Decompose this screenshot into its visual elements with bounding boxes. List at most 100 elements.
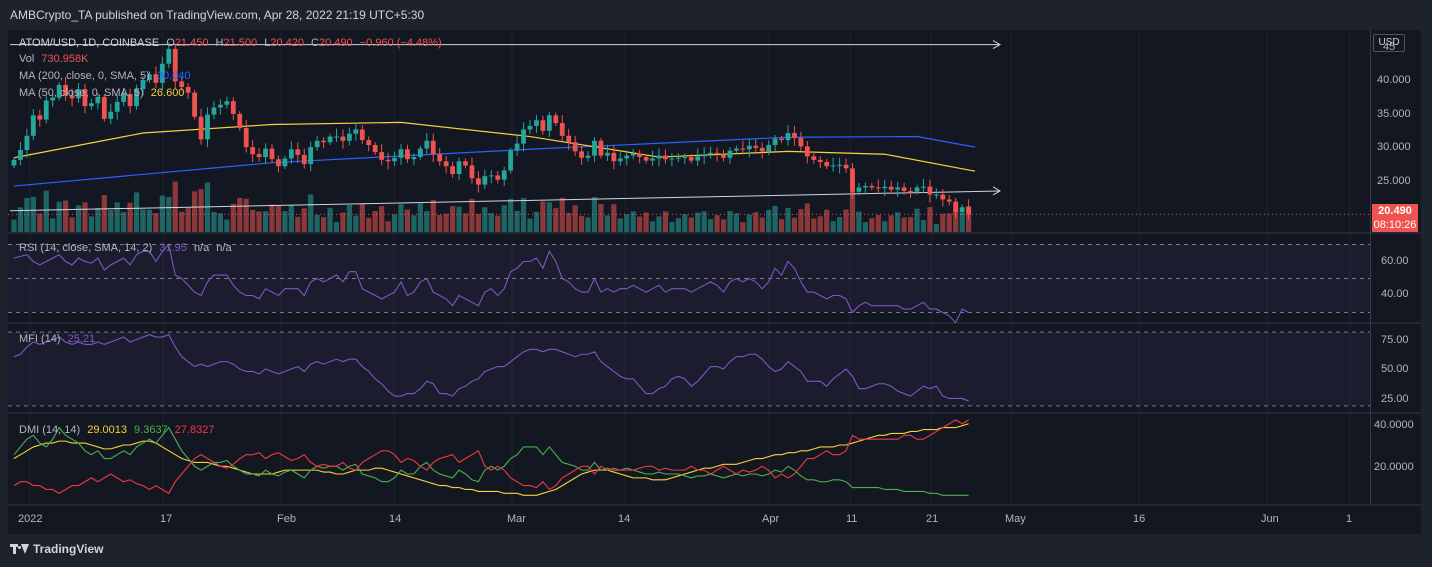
resistance-arrow-icon bbox=[992, 40, 1002, 50]
candle-body bbox=[843, 164, 849, 169]
volume-bar bbox=[37, 213, 43, 232]
candle-body bbox=[243, 128, 249, 148]
candle-body bbox=[89, 103, 94, 107]
volume-bar bbox=[450, 206, 456, 232]
volume-bar bbox=[688, 217, 694, 232]
volume-bar bbox=[643, 212, 649, 232]
mfi-line bbox=[13, 333, 969, 402]
candle-body bbox=[43, 100, 49, 120]
ohlc-open: O21.450 bbox=[166, 37, 209, 49]
candle-body bbox=[147, 74, 152, 80]
volume-bar bbox=[140, 209, 146, 232]
candle-body bbox=[411, 157, 417, 160]
volume-bar bbox=[243, 198, 249, 232]
volume-bar bbox=[649, 221, 656, 232]
volume-bar bbox=[798, 209, 804, 232]
ma200-line bbox=[13, 135, 976, 187]
volume-bar bbox=[914, 208, 920, 232]
volume-bar bbox=[250, 210, 256, 232]
candle-body bbox=[501, 170, 507, 180]
candle-body bbox=[650, 158, 655, 161]
candle-body bbox=[798, 137, 804, 147]
volume-bar bbox=[843, 209, 849, 232]
candle-body bbox=[56, 84, 62, 98]
volume-bar bbox=[527, 218, 533, 232]
dmi-label: DMI (14, 14) bbox=[19, 424, 81, 436]
candle-body bbox=[63, 84, 68, 96]
volume-value: 730.958K bbox=[41, 53, 89, 65]
candle-body bbox=[579, 151, 584, 158]
candle-body bbox=[611, 152, 617, 162]
candle-body bbox=[11, 159, 17, 166]
dmi-plus-line bbox=[13, 426, 969, 496]
volume-bar bbox=[837, 217, 843, 232]
candle-body bbox=[218, 104, 223, 108]
candle-body bbox=[392, 157, 397, 162]
mfi-band bbox=[8, 332, 1370, 406]
candle-body bbox=[198, 116, 204, 140]
candle-body bbox=[740, 148, 746, 150]
candle-body bbox=[334, 136, 339, 138]
volume-bar bbox=[759, 217, 765, 232]
candle-body bbox=[940, 194, 946, 200]
volume-bar bbox=[308, 194, 314, 232]
volume-bar bbox=[404, 209, 411, 232]
rsi-value: 31.95 bbox=[159, 242, 187, 254]
ma50-legend: MA (50, close, 0, SMA, 5) 26.600 bbox=[19, 87, 188, 99]
volume-bar bbox=[637, 216, 643, 232]
currency-button[interactable]: USD bbox=[1373, 34, 1405, 52]
price-tick: 40.000 bbox=[1377, 74, 1411, 86]
candle-body bbox=[682, 157, 688, 159]
volume-bar bbox=[424, 211, 430, 232]
volume-bar bbox=[682, 214, 688, 232]
volume-bar bbox=[514, 211, 520, 232]
volume-bar bbox=[192, 191, 198, 232]
volume-bar bbox=[333, 222, 340, 232]
volume-bar bbox=[953, 209, 959, 232]
candle-body bbox=[508, 150, 514, 171]
candle-body bbox=[488, 175, 494, 177]
volume-bar bbox=[778, 219, 785, 232]
candle-body bbox=[405, 149, 410, 160]
time-tick: 21 bbox=[926, 513, 939, 525]
ma200-label: MA (200, close, 0, SMA, 5) bbox=[19, 70, 150, 82]
volume-bar bbox=[133, 192, 140, 232]
candle-body bbox=[108, 111, 114, 119]
ma200-value: 30.040 bbox=[156, 70, 191, 82]
candle-body bbox=[901, 187, 907, 191]
price-axis-separator bbox=[1370, 30, 1371, 504]
volume-bar bbox=[359, 203, 365, 232]
ma200-legend: MA (200, close, 0, SMA, 5) 30.040 bbox=[19, 70, 195, 82]
volume-bar bbox=[875, 215, 881, 232]
volume-bar bbox=[366, 217, 372, 232]
candle-body bbox=[811, 156, 817, 160]
volume-bar bbox=[417, 203, 423, 232]
chart-area[interactable] bbox=[8, 30, 1421, 534]
time-tick: 14 bbox=[618, 513, 631, 525]
volume-bar bbox=[656, 216, 662, 232]
candle-body bbox=[82, 89, 88, 107]
volume-bar bbox=[701, 211, 707, 232]
dmi-minus-line bbox=[13, 419, 969, 495]
volume-bar bbox=[237, 198, 243, 232]
volume-bar bbox=[75, 205, 82, 232]
support-trendline bbox=[9, 190, 1001, 212]
volume-bar bbox=[437, 215, 443, 232]
candle-body bbox=[385, 159, 391, 162]
tradingview-brand[interactable]: TradingView bbox=[10, 542, 103, 556]
candle-body bbox=[282, 158, 288, 167]
price-tick: 35.000 bbox=[1377, 108, 1411, 120]
candle-body bbox=[695, 156, 701, 161]
volume-bar bbox=[430, 199, 436, 232]
volume-bar bbox=[772, 205, 778, 232]
volume-bar bbox=[746, 214, 752, 232]
time-tick: 14 bbox=[389, 513, 402, 525]
volume-bar bbox=[314, 214, 320, 232]
candle-body bbox=[121, 94, 127, 102]
candle-body bbox=[456, 161, 462, 175]
volume-bar bbox=[520, 198, 527, 232]
volume-bar bbox=[546, 202, 552, 232]
volume-bar bbox=[379, 206, 385, 232]
candle-body bbox=[688, 157, 694, 161]
